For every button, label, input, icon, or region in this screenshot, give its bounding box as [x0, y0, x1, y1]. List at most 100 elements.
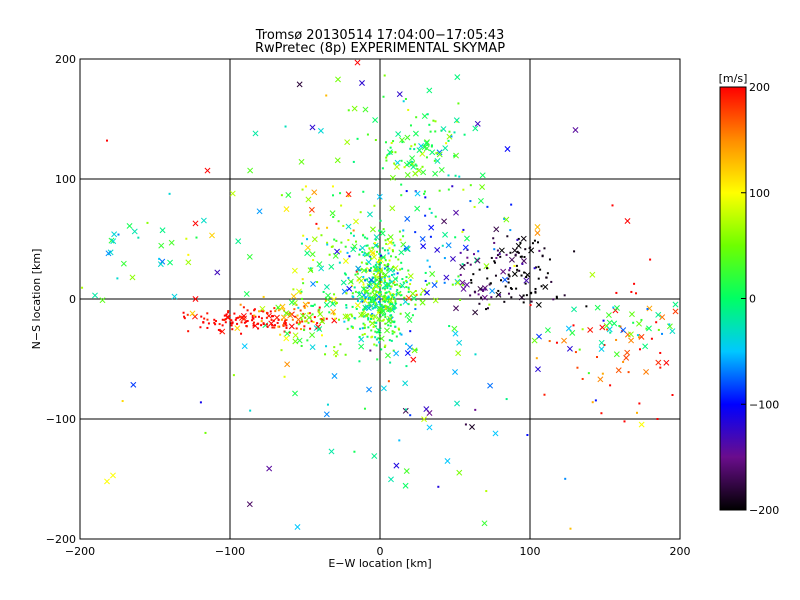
data-point-dot	[516, 250, 519, 253]
data-point-dot	[521, 262, 524, 265]
data-point-dot	[606, 328, 609, 331]
data-point-cross	[663, 359, 670, 366]
data-point-cross	[477, 197, 484, 204]
data-point-dot	[493, 261, 496, 264]
data-point-cross	[410, 295, 417, 302]
x-axis-label: E−W location [km]	[328, 557, 431, 570]
data-point-dot	[415, 293, 418, 296]
data-point-dot	[345, 292, 348, 295]
data-point-dot	[516, 238, 519, 241]
data-point-dot	[398, 439, 401, 442]
data-point-cross	[482, 285, 488, 291]
data-point-cross	[462, 244, 469, 251]
data-point-cross	[483, 263, 490, 270]
data-point-dot	[384, 307, 387, 310]
data-point-dot	[326, 403, 329, 406]
data-point-dot	[387, 300, 390, 303]
data-point-cross	[294, 524, 301, 530]
data-point-cross	[318, 265, 325, 272]
data-point-dot	[358, 253, 361, 256]
data-point-dot	[347, 319, 350, 322]
data-point-dot	[358, 335, 361, 338]
data-point-cross	[246, 501, 253, 508]
data-point-cross	[442, 145, 449, 152]
data-point-dot	[347, 109, 350, 112]
data-point-cross	[360, 286, 367, 293]
y-tick-label: 0	[69, 293, 76, 306]
data-point-dot	[399, 303, 402, 306]
data-point-dot	[251, 319, 254, 322]
data-point-cross	[347, 278, 354, 285]
data-point-cross	[598, 339, 605, 346]
data-point-dot	[364, 291, 367, 294]
data-point-dot	[496, 254, 499, 257]
data-point-dot	[395, 335, 398, 338]
data-point-dot	[392, 282, 395, 285]
data-point-dot	[356, 279, 359, 282]
data-point-cross	[379, 230, 386, 237]
x-tick-label: 0	[377, 545, 384, 558]
data-point-dot	[369, 297, 372, 300]
data-point-dot	[381, 319, 384, 322]
data-point-dot	[596, 356, 599, 359]
data-point-dot	[366, 244, 369, 247]
data-point-dot	[385, 159, 388, 162]
data-point-cross	[369, 296, 376, 303]
data-point-cross	[615, 367, 622, 374]
data-point-dot	[430, 211, 433, 214]
data-point-dot	[573, 250, 576, 253]
data-point-dot	[374, 330, 377, 333]
data-point-dot	[367, 296, 370, 299]
data-point-cross	[561, 337, 568, 344]
data-point-cross	[346, 285, 353, 292]
data-point-dot	[392, 269, 395, 272]
data-point-dot	[407, 290, 410, 293]
data-point-cross	[572, 127, 579, 133]
data-point-dot	[482, 289, 485, 292]
data-point-cross	[544, 327, 551, 334]
data-point-dot	[273, 307, 276, 310]
data-point-dot	[350, 313, 353, 316]
data-point-dot	[601, 372, 604, 375]
data-point-dot	[615, 291, 618, 294]
data-point-dot	[253, 314, 256, 317]
data-point-dot	[374, 325, 377, 328]
data-point-cross	[472, 125, 479, 132]
data-point-cross	[388, 476, 394, 483]
data-point-dot	[359, 297, 362, 300]
data-point-dot	[206, 318, 209, 321]
data-point-dot	[407, 286, 410, 289]
data-point-dot	[246, 320, 249, 323]
data-point-cross	[369, 320, 376, 327]
data-point-dot	[404, 408, 407, 411]
data-point-dot	[385, 298, 388, 301]
data-point-cross	[374, 276, 381, 283]
data-point-dot	[435, 280, 438, 283]
data-point-cross	[432, 297, 439, 304]
data-point-dot	[277, 325, 280, 328]
data-point-cross	[323, 284, 330, 290]
data-point-dot	[326, 241, 329, 244]
data-point-dot	[447, 139, 450, 142]
data-point-dot	[493, 248, 496, 251]
data-point-dot	[537, 277, 540, 280]
data-point-cross	[487, 382, 494, 389]
data-point-dot	[393, 281, 396, 284]
data-point-dot	[363, 333, 366, 336]
data-point-dot	[363, 308, 366, 311]
data-point-dot	[381, 167, 384, 170]
data-point-dot	[429, 130, 432, 133]
data-point-dot	[523, 256, 526, 259]
data-point-dot	[304, 185, 307, 188]
data-point-cross	[454, 400, 460, 407]
data-point-dot	[378, 319, 381, 322]
data-point-dot	[405, 279, 408, 282]
data-point-dot	[409, 279, 412, 282]
data-point-cross	[500, 268, 507, 275]
data-point-dot	[587, 372, 590, 375]
data-point-dot	[277, 318, 280, 321]
data-point-cross	[432, 170, 439, 177]
data-point-dot	[385, 156, 388, 159]
data-point-dot	[378, 308, 381, 311]
data-point-dot	[490, 296, 493, 299]
